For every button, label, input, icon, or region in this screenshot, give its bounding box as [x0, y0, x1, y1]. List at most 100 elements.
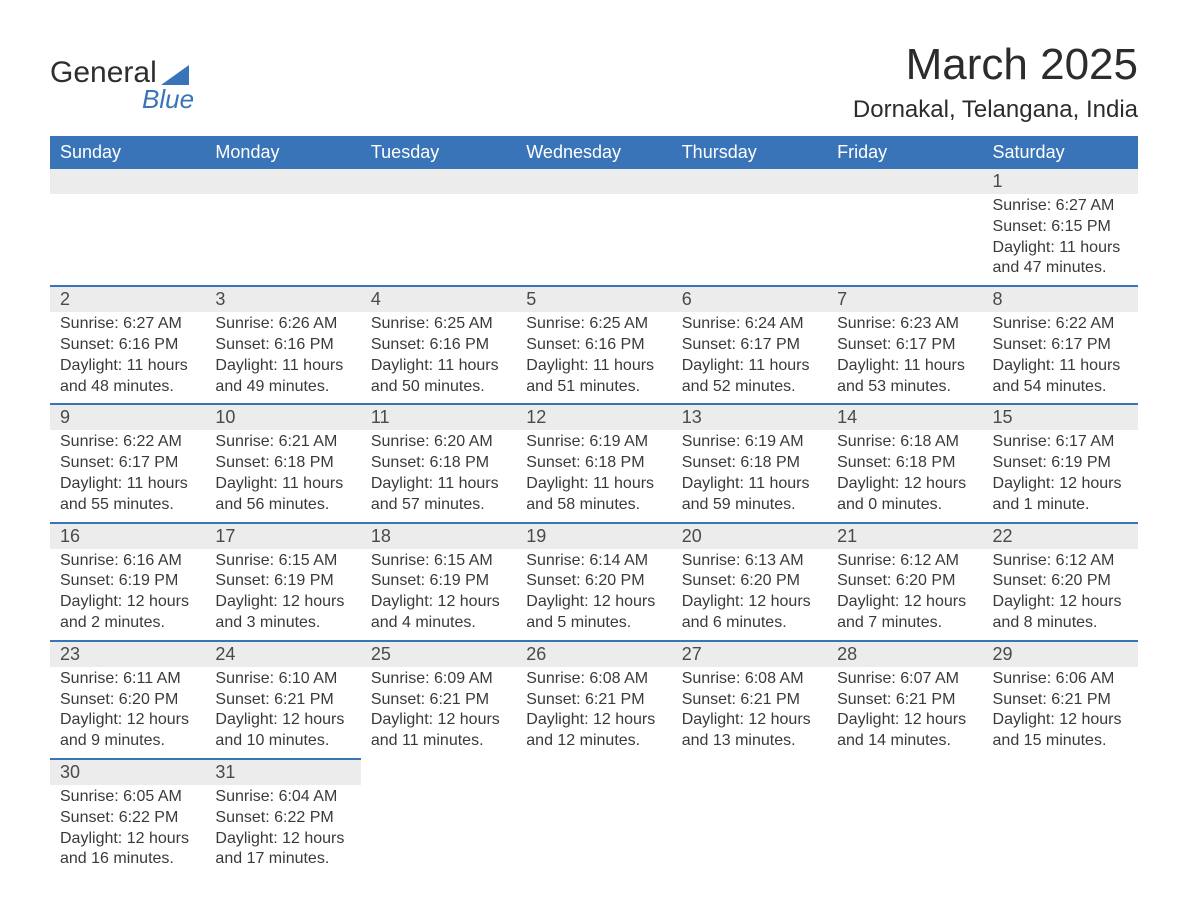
day-number: 4 [371, 289, 381, 309]
daylight-text: and 16 minutes. [60, 849, 195, 870]
day-data-cell: Sunrise: 6:12 AMSunset: 6:20 PMDaylight:… [827, 549, 982, 641]
sunset-text: Sunset: 6:16 PM [215, 335, 350, 356]
day-data-cell: Sunrise: 6:14 AMSunset: 6:20 PMDaylight:… [516, 549, 671, 641]
sunset-text: Sunset: 6:19 PM [215, 571, 350, 592]
sunset-text: Sunset: 6:21 PM [371, 690, 506, 711]
sunset-text: Sunset: 6:20 PM [837, 571, 972, 592]
sunrise-text: Sunrise: 6:25 AM [526, 314, 661, 335]
day-number-cell: 31 [205, 759, 360, 785]
daylight-text: and 3 minutes. [215, 613, 350, 634]
daylight-text: and 56 minutes. [215, 495, 350, 516]
day-data-cell: Sunrise: 6:18 AMSunset: 6:18 PMDaylight:… [827, 430, 982, 522]
day-number-cell: 6 [672, 286, 827, 312]
day-number-cell [983, 759, 1138, 785]
daylight-text: and 15 minutes. [993, 731, 1128, 752]
day-data-cell [672, 194, 827, 286]
day-number: 5 [526, 289, 536, 309]
sunrise-text: Sunrise: 6:10 AM [215, 669, 350, 690]
sunset-text: Sunset: 6:17 PM [993, 335, 1128, 356]
daylight-text: Daylight: 12 hours [215, 592, 350, 613]
daylight-text: Daylight: 12 hours [993, 474, 1128, 495]
day-number-cell: 24 [205, 641, 360, 667]
day-number: 31 [215, 762, 235, 782]
daylight-text: and 58 minutes. [526, 495, 661, 516]
day-data-cell: Sunrise: 6:10 AMSunset: 6:21 PMDaylight:… [205, 667, 360, 759]
day-data-cell: Sunrise: 6:17 AMSunset: 6:19 PMDaylight:… [983, 430, 1138, 522]
day-number-cell [827, 169, 982, 194]
daylight-text: Daylight: 11 hours [526, 356, 661, 377]
daylight-text: Daylight: 12 hours [993, 710, 1128, 731]
logo-text-general: General [50, 58, 157, 88]
sunrise-text: Sunrise: 6:19 AM [526, 432, 661, 453]
title-block: March 2025 Dornakal, Telangana, India [853, 40, 1138, 124]
day-data-cell [983, 785, 1138, 876]
daylight-text: Daylight: 11 hours [526, 474, 661, 495]
day-number-cell: 22 [983, 523, 1138, 549]
day-data-cell [516, 785, 671, 876]
daylight-text: and 2 minutes. [60, 613, 195, 634]
sunrise-text: Sunrise: 6:24 AM [682, 314, 817, 335]
day-number-cell: 5 [516, 286, 671, 312]
day-number: 21 [837, 526, 857, 546]
daylight-text: and 10 minutes. [215, 731, 350, 752]
day-data-cell [50, 194, 205, 286]
day-header: Monday [205, 136, 360, 169]
daylight-text: and 5 minutes. [526, 613, 661, 634]
day-number-cell: 21 [827, 523, 982, 549]
day-header: Wednesday [516, 136, 671, 169]
sunset-text: Sunset: 6:17 PM [682, 335, 817, 356]
sunset-text: Sunset: 6:21 PM [682, 690, 817, 711]
day-data-cell: Sunrise: 6:24 AMSunset: 6:17 PMDaylight:… [672, 312, 827, 404]
day-number-cell [50, 169, 205, 194]
day-number: 7 [837, 289, 847, 309]
day-number-cell [361, 169, 516, 194]
daylight-text: and 0 minutes. [837, 495, 972, 516]
sunrise-text: Sunrise: 6:16 AM [60, 551, 195, 572]
day-data-cell [827, 194, 982, 286]
day-number-cell: 16 [50, 523, 205, 549]
daylight-text: Daylight: 11 hours [371, 474, 506, 495]
daylight-text: Daylight: 11 hours [993, 356, 1128, 377]
daylight-text: Daylight: 12 hours [215, 829, 350, 850]
day-number: 16 [60, 526, 80, 546]
sunset-text: Sunset: 6:16 PM [526, 335, 661, 356]
day-number-cell [827, 759, 982, 785]
daylight-text: and 4 minutes. [371, 613, 506, 634]
location: Dornakal, Telangana, India [853, 96, 1138, 124]
logo: General Blue [50, 40, 194, 115]
sunrise-text: Sunrise: 6:11 AM [60, 669, 195, 690]
sunrise-text: Sunrise: 6:22 AM [993, 314, 1128, 335]
daylight-text: and 50 minutes. [371, 377, 506, 398]
day-data-cell: Sunrise: 6:07 AMSunset: 6:21 PMDaylight:… [827, 667, 982, 759]
sunrise-text: Sunrise: 6:08 AM [526, 669, 661, 690]
sunrise-text: Sunrise: 6:27 AM [993, 196, 1128, 217]
daylight-text: and 48 minutes. [60, 377, 195, 398]
day-number-cell: 8 [983, 286, 1138, 312]
day-data-cell: Sunrise: 6:26 AMSunset: 6:16 PMDaylight:… [205, 312, 360, 404]
day-header: Friday [827, 136, 982, 169]
sunset-text: Sunset: 6:19 PM [993, 453, 1128, 474]
day-data-cell [205, 194, 360, 286]
sunset-text: Sunset: 6:20 PM [526, 571, 661, 592]
day-number-cell: 18 [361, 523, 516, 549]
day-data-row: Sunrise: 6:22 AMSunset: 6:17 PMDaylight:… [50, 430, 1138, 522]
daylight-text: Daylight: 11 hours [215, 356, 350, 377]
day-number-row: 2345678 [50, 286, 1138, 312]
day-number-cell: 13 [672, 404, 827, 430]
day-number: 17 [215, 526, 235, 546]
daylight-text: Daylight: 12 hours [837, 474, 972, 495]
day-data-cell: Sunrise: 6:25 AMSunset: 6:16 PMDaylight:… [361, 312, 516, 404]
daylight-text: and 6 minutes. [682, 613, 817, 634]
day-number: 9 [60, 407, 70, 427]
day-number-cell: 2 [50, 286, 205, 312]
day-header-row: Sunday Monday Tuesday Wednesday Thursday… [50, 136, 1138, 169]
daylight-text: Daylight: 11 hours [682, 474, 817, 495]
day-number: 12 [526, 407, 546, 427]
sunrise-text: Sunrise: 6:15 AM [371, 551, 506, 572]
day-number-cell: 9 [50, 404, 205, 430]
logo-triangle-icon [161, 65, 189, 85]
day-data-cell: Sunrise: 6:15 AMSunset: 6:19 PMDaylight:… [361, 549, 516, 641]
day-number: 30 [60, 762, 80, 782]
daylight-text: and 53 minutes. [837, 377, 972, 398]
day-data-cell: Sunrise: 6:15 AMSunset: 6:19 PMDaylight:… [205, 549, 360, 641]
